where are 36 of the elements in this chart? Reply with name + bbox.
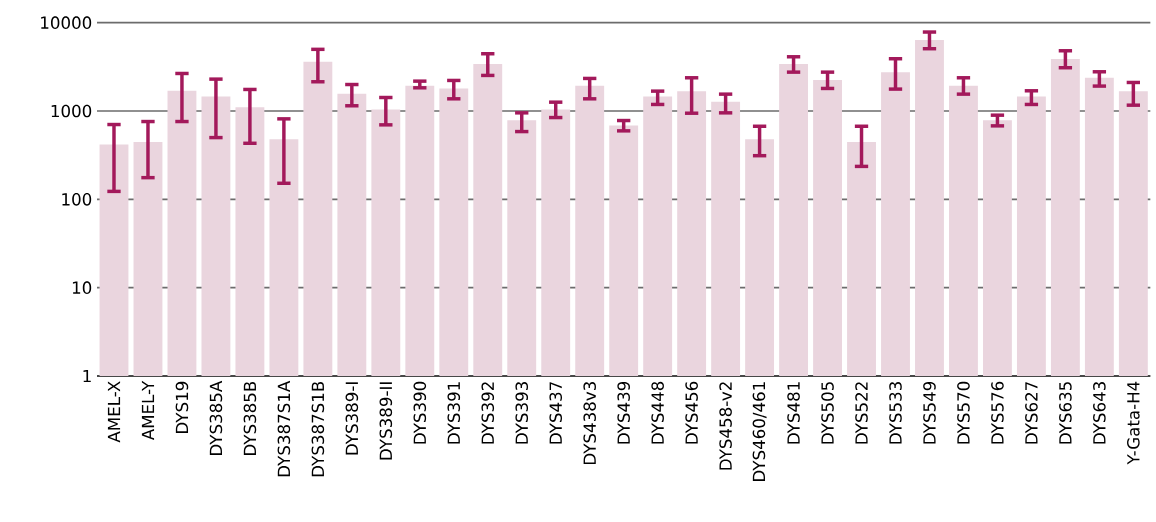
x-tick-label: DYS393 [515,382,529,444]
y-tick-label: 1 [83,369,91,383]
x-tick-label: DYS390 [413,381,427,444]
x-tick-label: DYS481 [787,382,800,444]
x-tick-label: DYS522 [855,382,868,444]
x-tick-label: DYS627 [1025,382,1038,444]
x-tick-label: DYS437 [549,382,563,444]
x-tick-label: DYS438v3 [583,382,596,465]
x-tick-label: Y-Gata-H4 [1127,381,1140,465]
x-tick-label: AMEL-X [107,381,121,443]
x-tick-label: AMEL-Y [141,380,155,441]
y-tick-label: 10000 [41,16,92,29]
x-tick-label: DYS460/461 [752,382,767,481]
x-tick-label: DYS456 [685,381,698,444]
x-tick-label: DYS576 [991,381,1004,444]
x-tick-label: DYS570 [957,381,970,444]
x-tick-label: DYS389-I [345,382,359,455]
x-tick-label: DYS439 [617,381,630,444]
x-tick-label: DYS448 [651,381,664,444]
y-tick-label: 100 [62,193,92,206]
x-tick-label: DYS635 [1059,382,1072,444]
x-tick-label: DYS385B [243,381,257,456]
x-tick-label: DYS387S1A [277,380,291,477]
x-tick-label: DYS392 [481,382,495,444]
x-tick-label: DYS549 [923,381,936,444]
x-tick-label: DYS643 [1093,382,1106,444]
y-tick-label: 1000 [51,104,92,118]
x-tick-label: DYS458-v2 [719,382,732,470]
x-tick-label: DYS385A [209,380,223,455]
x-tick-label: DYS391 [447,382,461,444]
x-tick-label: DYS387S1B [311,381,325,477]
x-tick-label: DYS19 [175,381,189,433]
y-tick-label: 10 [72,281,92,294]
x-tick-label: DYS533 [889,382,902,444]
x-tick-label: DYS505 [821,382,834,444]
x-tick-label: DYS389-II [379,382,393,460]
